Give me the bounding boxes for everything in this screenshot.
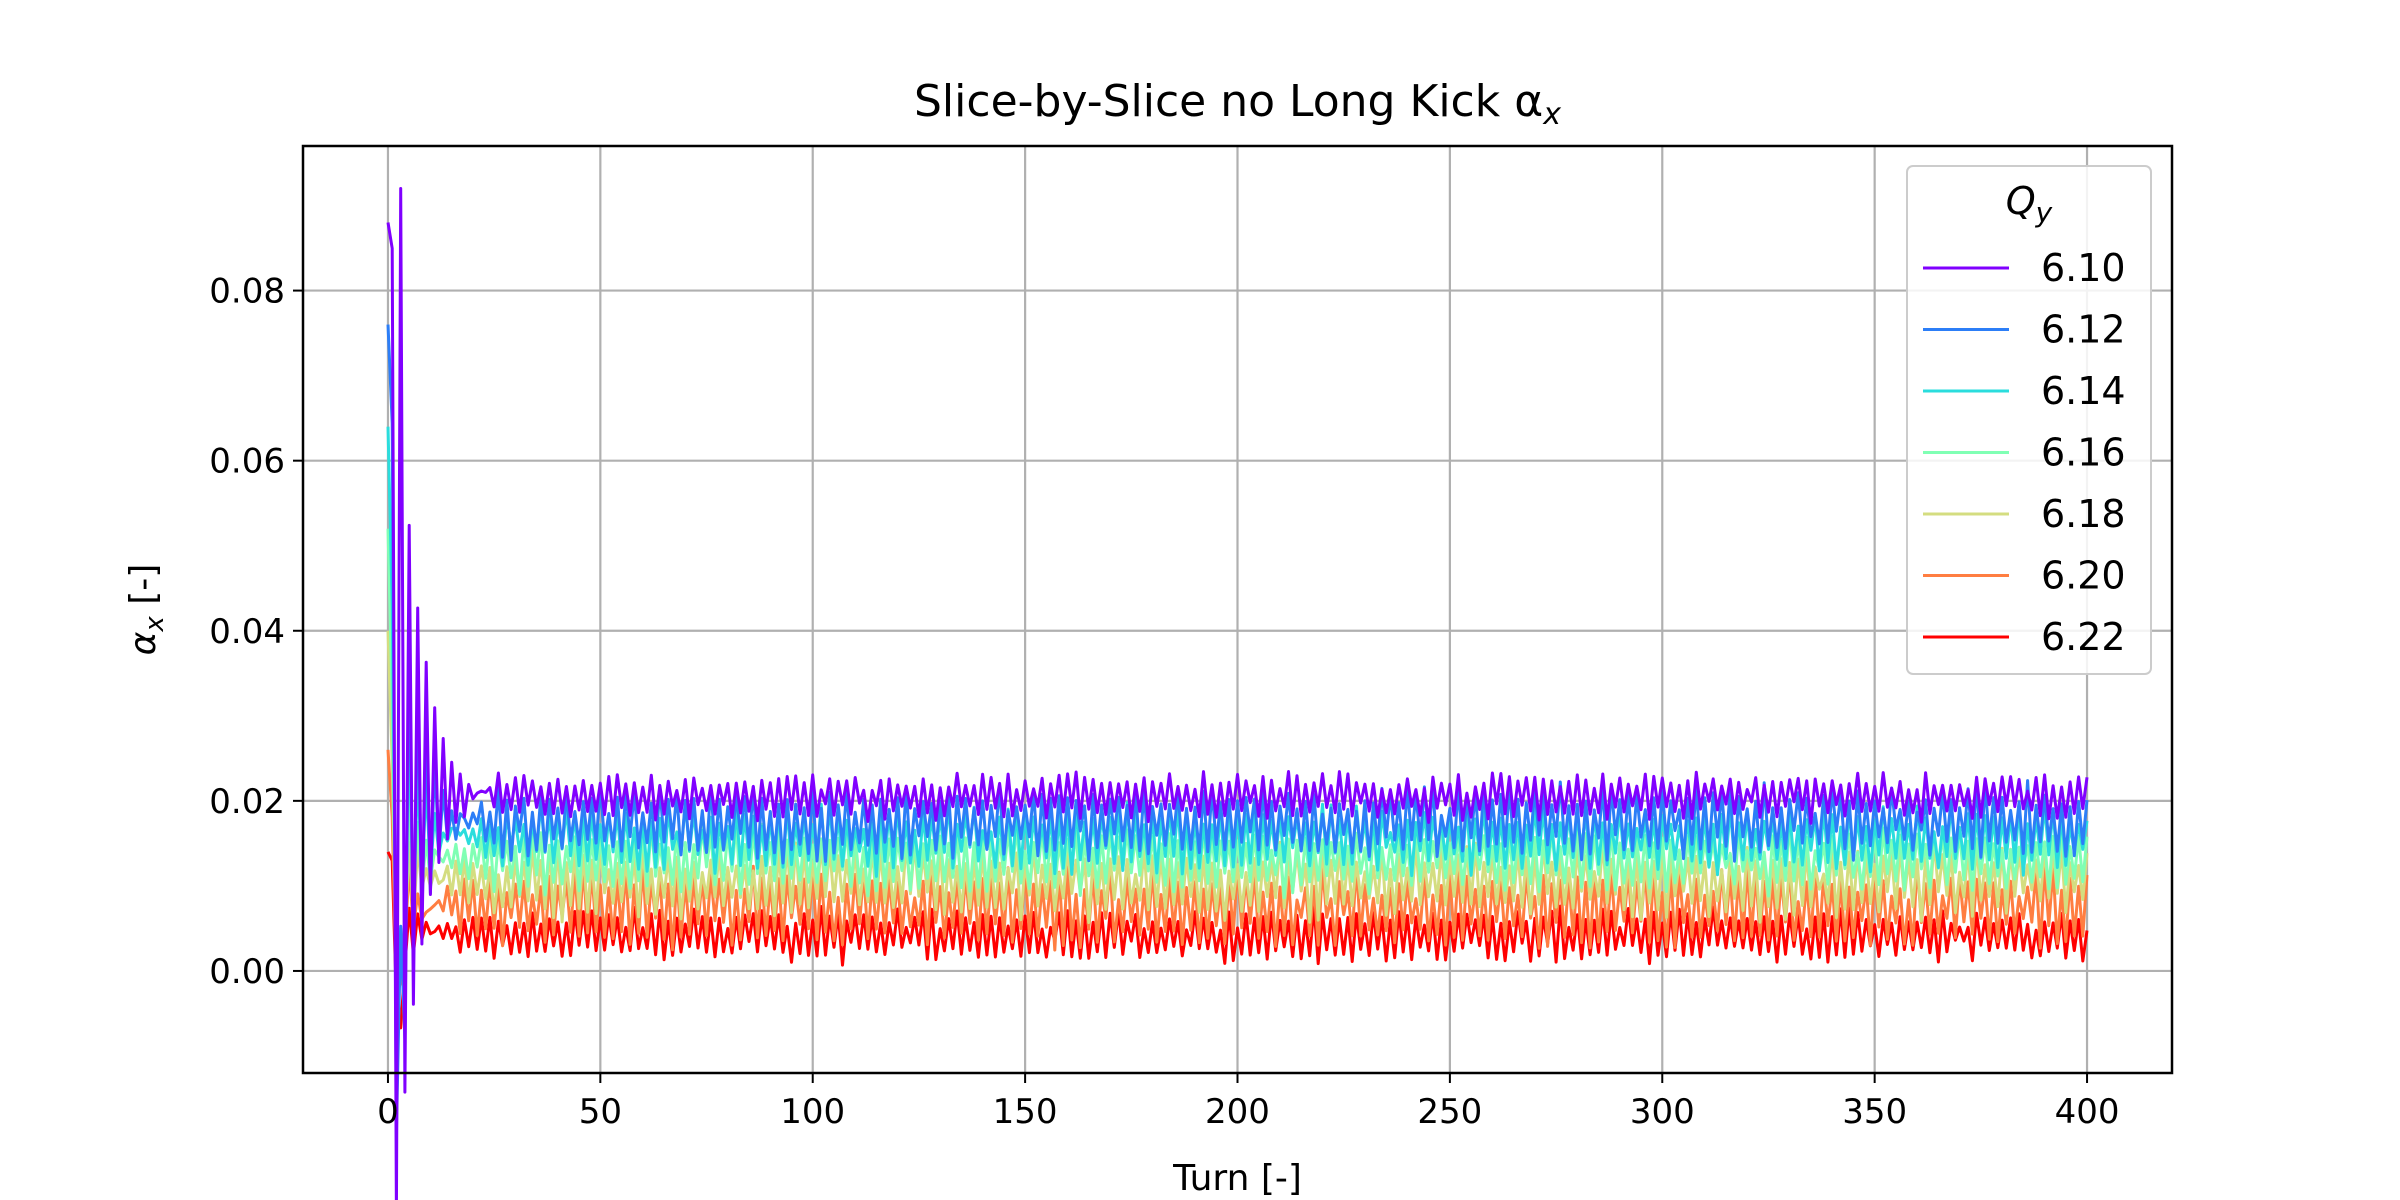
x-tick-label-400: 400 [2055, 1092, 2120, 1132]
x-tick-label-250: 250 [1417, 1092, 1482, 1132]
legend-label-6-12: 6.12 [2041, 308, 2126, 352]
series-line-6-16 [386, 528, 2089, 984]
legend-label-6-20: 6.20 [2041, 554, 2126, 598]
chart-title-subscript: x [1542, 97, 1561, 132]
legend-title: Qy [2006, 179, 2053, 229]
x-tick-label-200: 200 [1205, 1092, 1270, 1132]
x-tick-label-150: 150 [993, 1092, 1058, 1132]
y-tick-label-4: 0.08 [209, 272, 285, 312]
x-tick-label-50: 50 [579, 1092, 622, 1132]
legend: Qy 6.10 6.12 6.14 6.16 6.18 6.20 6.22 [1906, 165, 2152, 675]
y-axis-label-symbol: α [123, 631, 164, 655]
series-line-6-18 [386, 630, 2089, 979]
y-axis-label-subscript: x [140, 616, 170, 633]
x-tick-label-100: 100 [780, 1092, 845, 1132]
series-lines [386, 187, 2089, 1200]
chart-title: Slice-by-Slice no Long Kick αx [914, 76, 1561, 132]
legend-title-subscript: y [2035, 196, 2053, 229]
legend-box [1906, 165, 2152, 675]
y-tick-label-3: 0.06 [209, 442, 285, 482]
legend-label-6-10: 6.10 [2041, 246, 2126, 290]
y-axis-label: αx [-] [123, 564, 170, 656]
chart-title-main: Slice-by-Slice no Long Kick α [914, 76, 1543, 127]
legend-label-6-14: 6.14 [2041, 369, 2126, 413]
series-line-6-10 [386, 187, 2089, 1200]
x-tick-label-300: 300 [1630, 1092, 1695, 1132]
legend-label-6-16: 6.16 [2041, 431, 2126, 475]
axis-ticks: 0 50 100 150 200 250 300 350 400 0.00 0.02 0.04 0.06… [209, 272, 2119, 1132]
legend-entries: 6.10 6.12 6.14 6.16 6.18 6.20 6.22 [1923, 246, 2126, 659]
x-tick-label-0: 0 [377, 1092, 399, 1132]
x-tick-label-350: 350 [1842, 1092, 1907, 1132]
series-line-6-12 [386, 324, 2089, 1135]
y-tick-label-1: 0.02 [209, 782, 285, 822]
legend-label-6-18: 6.18 [2041, 492, 2126, 536]
legend-title-symbol: Q [2006, 179, 2036, 223]
y-tick-label-0: 0.00 [209, 952, 285, 992]
y-axis-label-unit: [-] [123, 564, 164, 617]
x-axis-label: Turn [-] [1172, 1158, 1302, 1199]
y-tick-label-2: 0.04 [209, 612, 285, 652]
legend-label-6-22: 6.22 [2041, 615, 2126, 659]
